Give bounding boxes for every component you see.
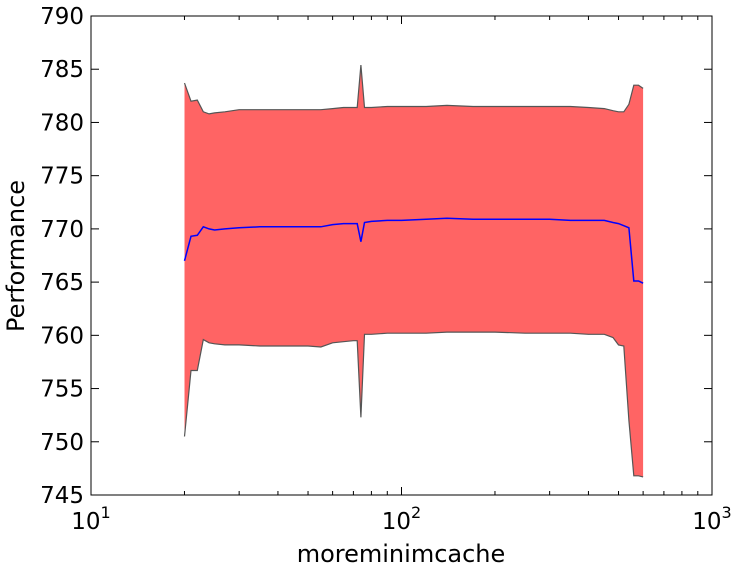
x-tick-label-exponent: 3 xyxy=(722,503,732,522)
x-tick-label: 101 xyxy=(71,503,110,535)
x-tick-label-base: 10 xyxy=(71,509,100,535)
y-tick-label: 750 xyxy=(40,430,84,456)
x-axis-label: moreminimcache xyxy=(297,540,506,568)
y-axis: 745 750 755 760 765 770 775 780 785 790 xyxy=(40,4,712,509)
plot-marks xyxy=(183,64,644,478)
y-tick-label: 785 xyxy=(40,57,84,83)
y-tick-label: 760 xyxy=(40,323,84,349)
x-tick-label-base: 10 xyxy=(692,509,721,535)
confidence-band-area xyxy=(184,65,644,477)
x-tick-label: 103 xyxy=(692,503,731,535)
x-axis: 101 102 103 xyxy=(71,16,732,535)
x-tick-label-base: 10 xyxy=(382,509,411,535)
y-tick-label: 775 xyxy=(40,164,84,190)
y-tick-label: 755 xyxy=(40,377,84,403)
y-tick-label: 770 xyxy=(40,217,84,243)
y-tick-label: 780 xyxy=(40,110,84,136)
x-tick-label-exponent: 2 xyxy=(411,503,421,522)
y-axis-label: Performance xyxy=(2,180,30,332)
y-tick-label: 790 xyxy=(40,4,84,30)
x-tick-label-exponent: 1 xyxy=(101,503,111,522)
x-tick-label: 102 xyxy=(382,503,421,535)
lower-bound-line xyxy=(183,331,644,478)
y-tick-label: 765 xyxy=(40,270,84,296)
mean-performance-line xyxy=(183,217,644,284)
upper-bound-line xyxy=(183,64,644,115)
y-tick-label: 745 xyxy=(40,483,84,509)
